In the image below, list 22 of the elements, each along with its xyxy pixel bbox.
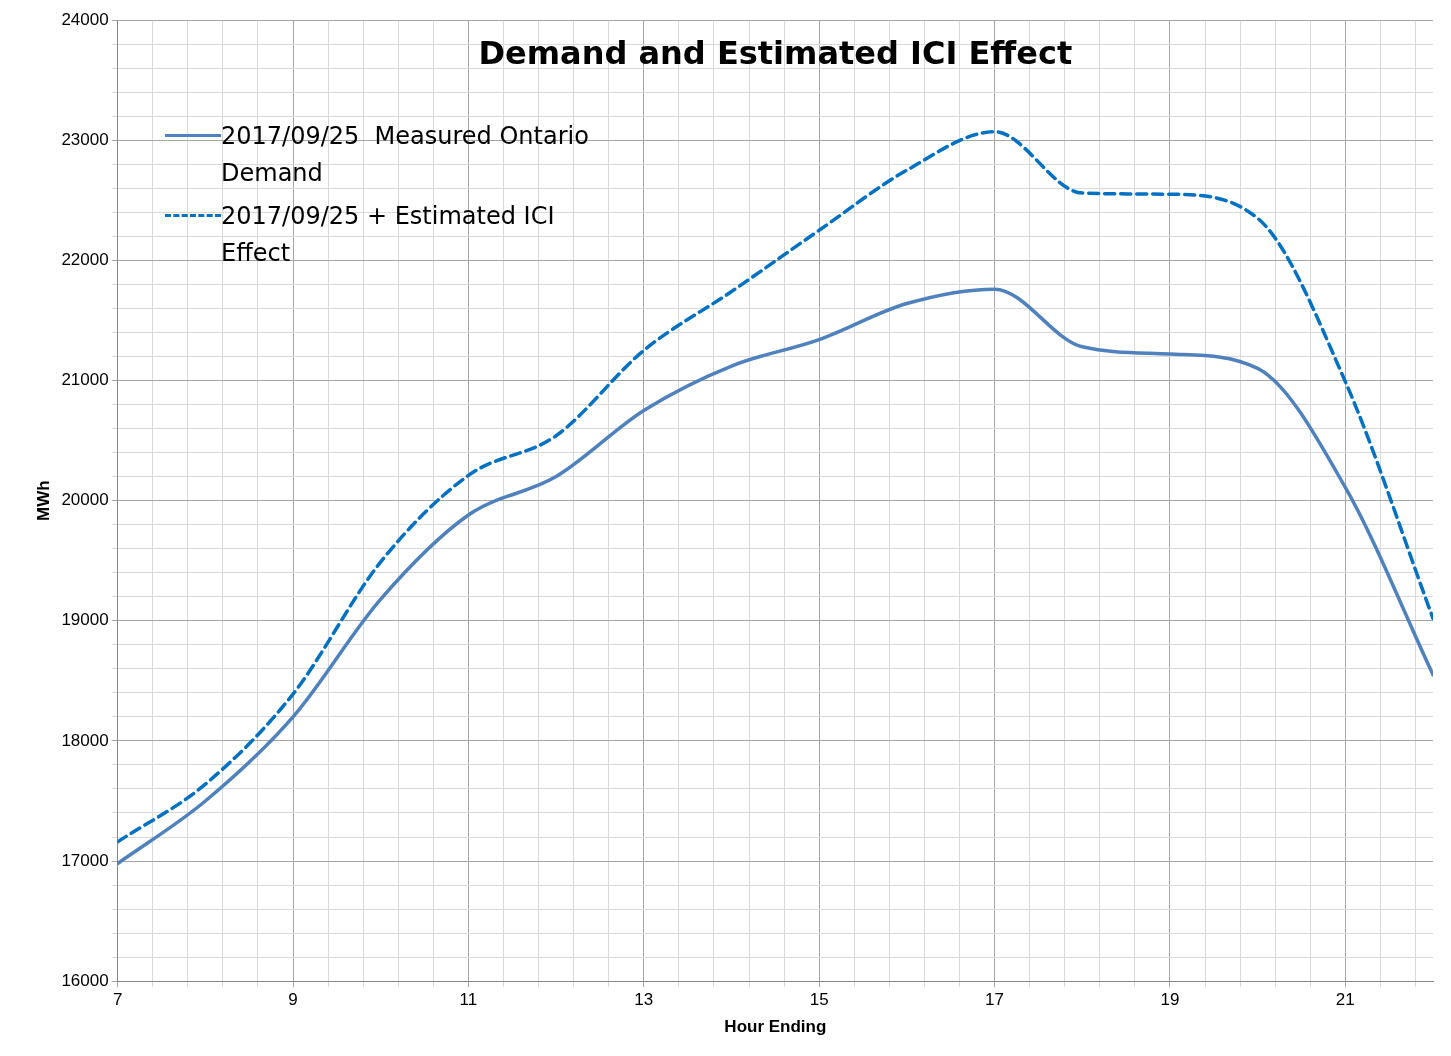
y-tick-label: 16000: [61, 970, 109, 990]
y-tick-label: 23000: [61, 129, 109, 149]
legend-label: 2017/09/25 Measured Ontario Demand: [221, 121, 590, 189]
x-tick-label: 19: [1160, 990, 1180, 1010]
y-tick-label: 18000: [61, 730, 109, 750]
y-tick-label: 19000: [61, 610, 109, 630]
y-tick-label: 20000: [61, 490, 109, 510]
x-tick-label: 15: [809, 990, 829, 1010]
x-tick-label: 17: [985, 990, 1005, 1010]
y-tick-label: 24000: [61, 9, 109, 29]
x-tick-label: 7: [112, 990, 123, 1010]
x-tick-label: 13: [634, 990, 654, 1010]
y-axis-title: MWh: [33, 480, 53, 521]
legend-label: 2017/09/25 + Estimated ICI Effect: [221, 201, 556, 269]
x-tick-label: 11: [459, 990, 478, 1010]
x-tick-label: 9: [288, 990, 298, 1010]
y-tick-label: 22000: [61, 249, 109, 269]
x-axis-title: Hour Ending: [724, 1017, 827, 1037]
y-tick-label: 21000: [61, 370, 109, 390]
text: Demand and Estimated ICI Effect: [478, 34, 1073, 73]
y-tick-label: 17000: [61, 850, 109, 870]
x-tick-label: 21: [1335, 990, 1355, 1010]
